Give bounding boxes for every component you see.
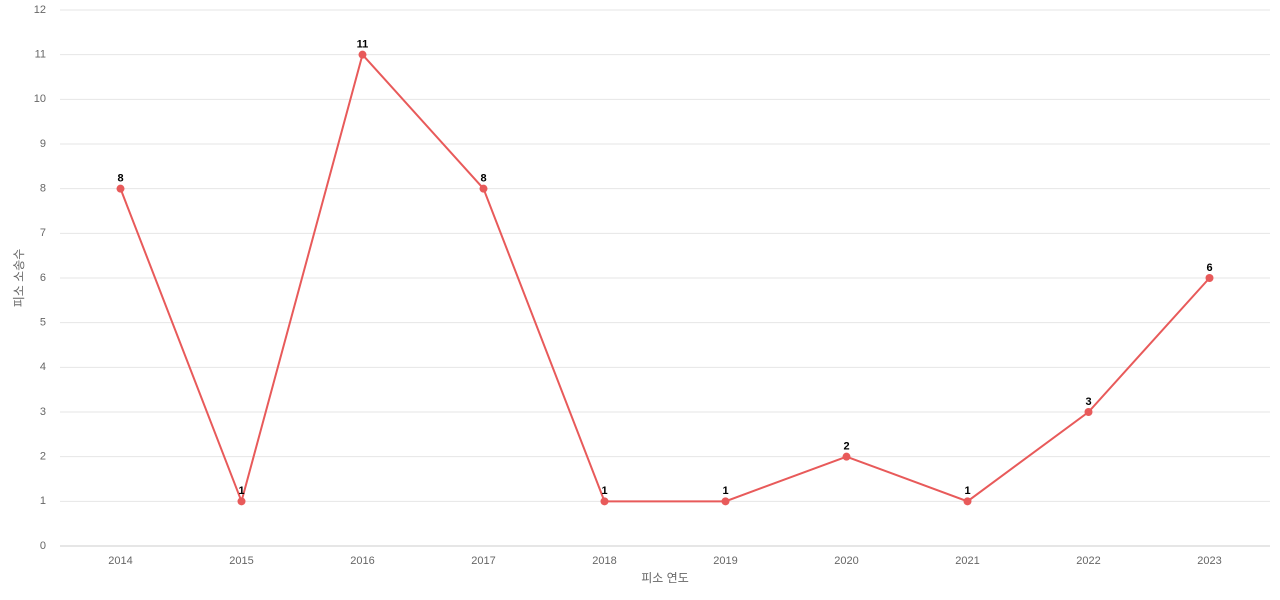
y-tick-label: 1 — [40, 495, 46, 507]
x-tick-label: 2015 — [229, 555, 253, 567]
x-tick-label: 2014 — [108, 555, 132, 567]
data-point — [600, 497, 609, 506]
data-point — [358, 50, 367, 59]
y-tick-label: 9 — [40, 138, 46, 150]
y-tick-label: 6 — [40, 272, 46, 284]
data-point — [963, 497, 972, 506]
data-point — [842, 452, 851, 461]
x-tick-label: 2018 — [592, 555, 616, 567]
y-tick-label: 3 — [40, 406, 46, 418]
x-axis-title: 피소 연도 — [641, 571, 689, 585]
data-label: 1 — [238, 485, 244, 497]
data-point — [237, 497, 246, 506]
y-tick-label: 10 — [34, 93, 46, 105]
data-label: 1 — [722, 485, 728, 497]
x-tick-label: 2016 — [350, 555, 374, 567]
series-line — [119, 52, 1211, 505]
y-tick-label: 11 — [35, 49, 46, 61]
y-tick-label: 5 — [40, 317, 46, 329]
y-tick-label: 12 — [34, 4, 46, 16]
x-tick-label: 2023 — [1197, 555, 1221, 567]
y-tick-label: 8 — [40, 183, 46, 195]
data-label: 2 — [843, 441, 849, 453]
x-tick-label: 2017 — [471, 555, 495, 567]
data-point — [721, 497, 730, 506]
y-axis-title: 피소 소송수 — [12, 249, 26, 308]
x-tick-label: 2019 — [713, 555, 737, 567]
y-tick-label: 0 — [40, 540, 46, 552]
data-label: 1 — [964, 485, 970, 497]
data-label: 1 — [601, 485, 607, 497]
data-point — [1084, 408, 1093, 416]
data-label: 3 — [1085, 396, 1091, 408]
data-label: 8 — [480, 173, 486, 185]
y-tick-label: 4 — [40, 361, 46, 373]
data-label: 6 — [1206, 262, 1212, 274]
y-tick-label: 2 — [40, 451, 46, 463]
data-point — [1205, 274, 1214, 282]
data-label: 11 — [357, 39, 369, 51]
x-tick-label: 2021 — [955, 555, 979, 567]
y-tick-label: 7 — [40, 227, 46, 239]
data-point — [116, 184, 125, 193]
data-point — [479, 184, 488, 193]
x-tick-label: 2020 — [834, 555, 858, 567]
x-tick-label: 2022 — [1076, 555, 1100, 567]
data-label: 8 — [117, 173, 123, 185]
